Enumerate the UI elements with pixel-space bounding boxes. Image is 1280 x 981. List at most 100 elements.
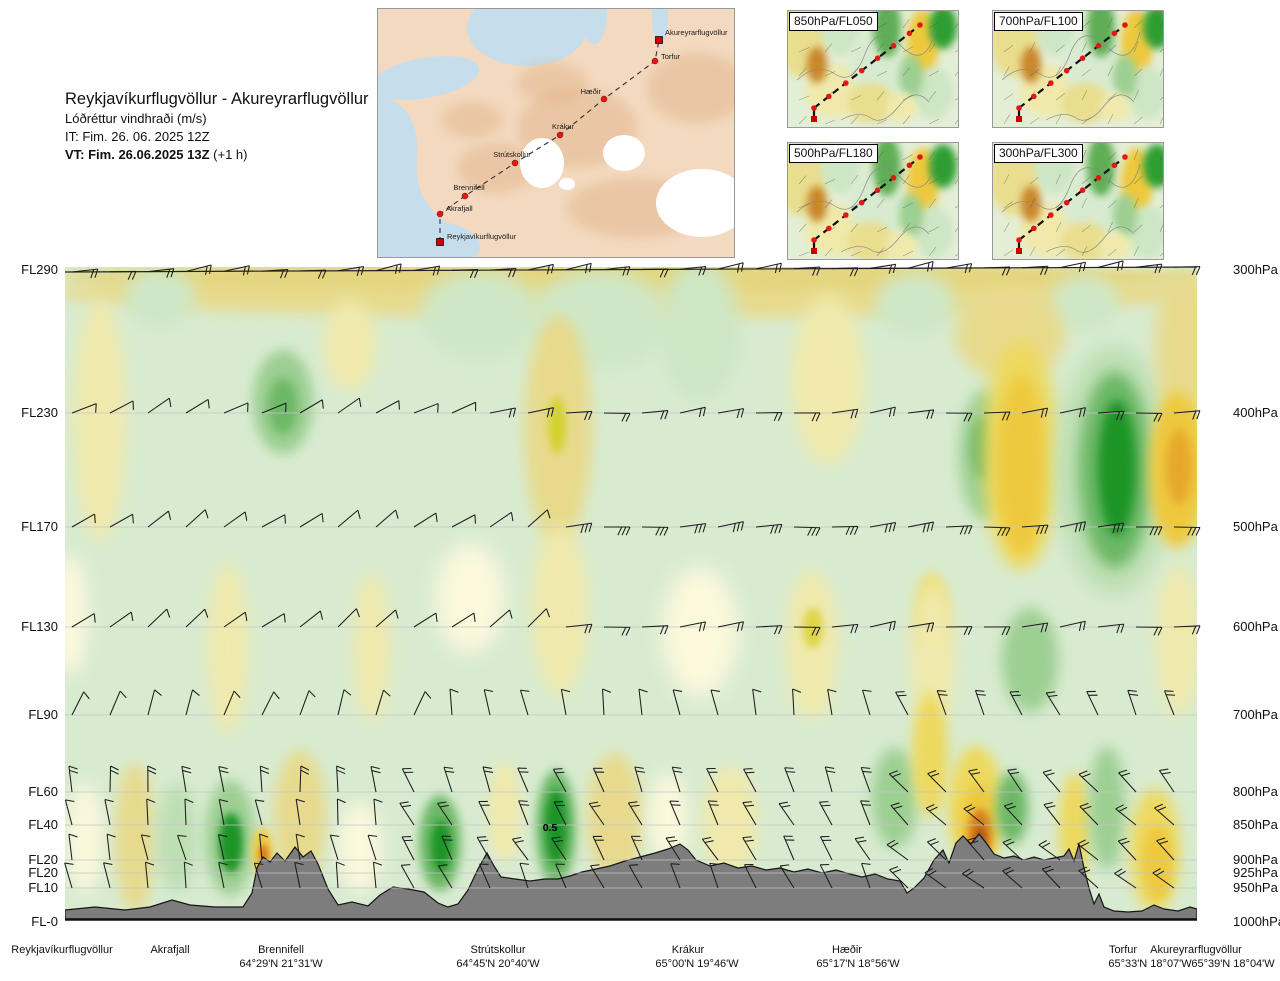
chart-header: Reykjavíkurflugvöllur - Akureyrarflugvöl… bbox=[65, 88, 369, 164]
mini-route-point bbox=[1031, 93, 1037, 100]
route-point-marker bbox=[436, 210, 444, 218]
route-point-label: Strútskollur bbox=[493, 150, 531, 159]
mini-coastline bbox=[1001, 163, 1141, 213]
mini-route-line bbox=[813, 156, 921, 241]
mini-wind-barb bbox=[1029, 246, 1036, 257]
mini-route-point bbox=[811, 237, 817, 243]
mini-wind-barb bbox=[824, 199, 833, 209]
mini-route-point bbox=[1063, 67, 1070, 74]
contour-blob bbox=[548, 397, 566, 453]
contour-blob bbox=[274, 750, 326, 886]
mini-wind-barb bbox=[1159, 203, 1164, 209]
mini-wind-barb bbox=[928, 150, 936, 161]
mini-route-point bbox=[843, 212, 849, 218]
mini-wind-barb bbox=[928, 91, 937, 101]
init-time-label: IT: Fim. 26. 06. 2025 12Z bbox=[65, 129, 210, 144]
chart-top-edge bbox=[64, 266, 1198, 273]
flight-level-label: FL20 bbox=[28, 852, 58, 867]
map-sea-west bbox=[377, 93, 466, 258]
mini-wind-barb bbox=[1107, 221, 1113, 233]
mini-wind-barb bbox=[1003, 222, 1010, 233]
contour-blob bbox=[65, 555, 88, 675]
mini-route-point bbox=[890, 42, 897, 49]
mini-wind-barb bbox=[902, 115, 911, 125]
waypoint-name: Brennifell bbox=[258, 944, 304, 956]
mini-wind-barb bbox=[876, 70, 888, 77]
mini-wind-barb bbox=[928, 247, 937, 257]
mini-contour-blob bbox=[1021, 47, 1041, 83]
mini-wind-barb bbox=[928, 22, 939, 29]
mini-wind-barb bbox=[1133, 176, 1143, 185]
contour-blob bbox=[996, 772, 1028, 844]
mini-wind-barb bbox=[1107, 44, 1117, 53]
mini-wind-barb bbox=[1055, 249, 1065, 257]
map-relief bbox=[457, 143, 537, 193]
contour-blob bbox=[219, 813, 243, 873]
mini-border bbox=[992, 142, 1164, 260]
mini-wind-barb bbox=[876, 150, 884, 161]
mini-wind-barb bbox=[902, 94, 914, 101]
contour-value-label: 0.5 bbox=[543, 822, 558, 834]
mini-contour-blob bbox=[1143, 144, 1164, 188]
mini-wind-barb bbox=[824, 43, 833, 53]
route-point-marker bbox=[651, 57, 659, 65]
mini-route-line bbox=[1018, 156, 1126, 241]
mini-wind-barb bbox=[1055, 114, 1062, 125]
contour-blob bbox=[792, 295, 864, 465]
mini-wind-barb bbox=[798, 47, 810, 53]
route-point-label: Krákur bbox=[552, 122, 575, 131]
mini-border bbox=[787, 142, 959, 260]
mini-route-point bbox=[1122, 22, 1128, 28]
mini-route-origin bbox=[1016, 116, 1022, 122]
mini-route-point bbox=[1016, 237, 1022, 243]
waypoint-name: Strútskollur bbox=[470, 944, 526, 956]
flight-level-label: FL60 bbox=[28, 784, 58, 799]
mini-contour-blob bbox=[929, 144, 957, 188]
waypoint-coords: 64°29'N 21°31'W bbox=[239, 958, 323, 970]
mini-coastline bbox=[840, 94, 930, 121]
mini-wind-barb bbox=[1107, 92, 1117, 101]
mini-wind-barb bbox=[1081, 68, 1091, 77]
mini-wind-barb bbox=[876, 226, 888, 233]
map-border bbox=[377, 8, 735, 258]
mini-wind-barb bbox=[1133, 20, 1143, 29]
contour-blob bbox=[125, 268, 195, 328]
mini-contour-blob bbox=[1087, 10, 1115, 57]
mini-wind-barb bbox=[876, 178, 887, 185]
route-point-marker bbox=[556, 131, 564, 139]
map-bay-eyjafjordur bbox=[652, 0, 668, 46]
wind-barbs bbox=[64, 260, 1201, 889]
mini-route-point bbox=[858, 199, 865, 206]
mini-wind-barb bbox=[1107, 17, 1113, 29]
mini-wind-barb bbox=[928, 42, 936, 53]
pressure-level-label: 900hPa bbox=[1233, 852, 1278, 867]
mini-wind-barb bbox=[902, 174, 910, 185]
contour-blob bbox=[354, 573, 390, 723]
contour-blob bbox=[157, 783, 197, 893]
mini-route-point bbox=[811, 105, 817, 111]
mini-wind-barb bbox=[928, 70, 939, 77]
route-point-label: Akureyrarflugvöllur bbox=[665, 28, 728, 37]
contour-blob bbox=[1143, 824, 1173, 900]
mini-wind-barb bbox=[902, 250, 914, 257]
mini-route-point bbox=[1063, 199, 1070, 206]
mini-wind-barb bbox=[798, 95, 810, 101]
map-glacier bbox=[559, 178, 575, 190]
flight-level-label: FL-0 bbox=[31, 914, 58, 929]
mini-wind-barb bbox=[1133, 197, 1139, 209]
contour-blob bbox=[911, 580, 955, 730]
mini-wind-barb bbox=[850, 95, 862, 101]
mini-wind-barb bbox=[876, 43, 885, 53]
mini-contour-blob bbox=[807, 186, 827, 222]
flight-level-label: FL130 bbox=[21, 619, 58, 634]
route-point-marker bbox=[600, 95, 608, 103]
mini-route-point bbox=[858, 67, 865, 74]
mini-wind-barb bbox=[954, 253, 959, 257]
waypoint-coords: 65°00'N 19°46'W bbox=[655, 958, 739, 970]
mini-wind-barb bbox=[1081, 176, 1091, 185]
waypoint-coords: 65°39'N 18°04'W bbox=[1191, 958, 1275, 970]
mini-wind-barb bbox=[1003, 201, 1013, 209]
waypoint-coords: 64°45'N 20°40'W bbox=[456, 958, 540, 970]
mini-wind-barb bbox=[850, 175, 859, 185]
